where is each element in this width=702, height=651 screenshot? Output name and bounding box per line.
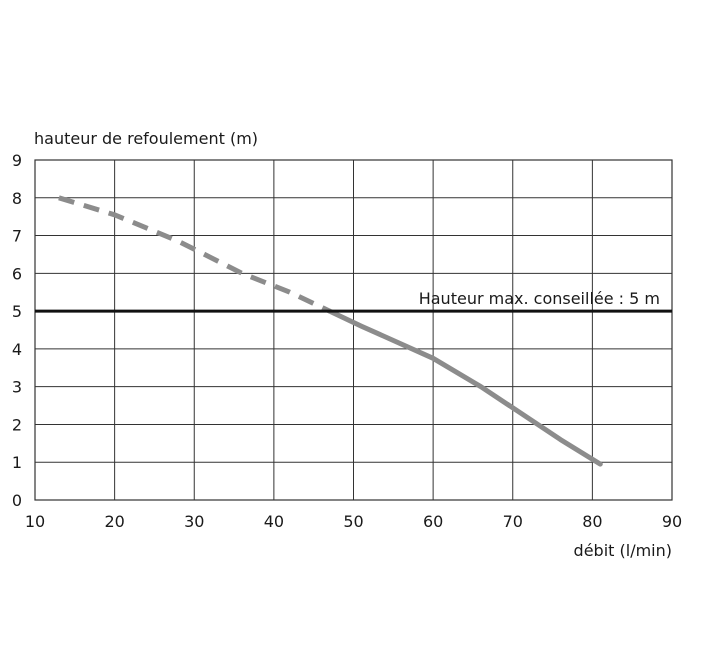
series-group xyxy=(58,195,603,467)
series-line-dashed xyxy=(58,195,331,314)
y-tick-label: 2 xyxy=(12,415,22,434)
x-tick-label: 20 xyxy=(104,512,124,531)
plot-frame xyxy=(34,159,673,501)
series-line-solid xyxy=(327,308,603,467)
x-axis-title: débit (l/min) xyxy=(574,541,672,560)
x-tick-label: 60 xyxy=(423,512,443,531)
reference-line-group: Hauteur max. conseillée : 5 m xyxy=(35,289,672,313)
x-tick-label: 10 xyxy=(25,512,45,531)
x-tick-labels: 10 20 30 40 50 60 70 80 90 xyxy=(25,512,682,531)
y-tick-label: 8 xyxy=(12,189,22,208)
y-tick-label: 3 xyxy=(12,378,22,397)
y-axis-title: hauteur de refoulement (m) xyxy=(34,129,258,148)
y-tick-label: 9 xyxy=(12,151,22,170)
x-tick-label: 30 xyxy=(184,512,204,531)
x-tick-label: 90 xyxy=(662,512,682,531)
x-tick-label: 50 xyxy=(343,512,363,531)
x-tick-label: 70 xyxy=(503,512,523,531)
x-tick-label: 80 xyxy=(582,512,602,531)
y-tick-label: 4 xyxy=(12,340,22,359)
y-tick-label: 7 xyxy=(12,227,22,246)
y-tick-label: 5 xyxy=(12,302,22,321)
x-tick-label: 40 xyxy=(264,512,284,531)
y-tick-label: 1 xyxy=(12,453,22,472)
reference-line-label: Hauteur max. conseillée : 5 m xyxy=(419,289,660,308)
y-tick-label: 6 xyxy=(12,264,22,283)
y-tick-label: 0 xyxy=(12,491,22,510)
y-tick-labels: 0 1 2 3 4 5 6 7 8 9 xyxy=(12,151,22,510)
grid xyxy=(34,159,673,501)
